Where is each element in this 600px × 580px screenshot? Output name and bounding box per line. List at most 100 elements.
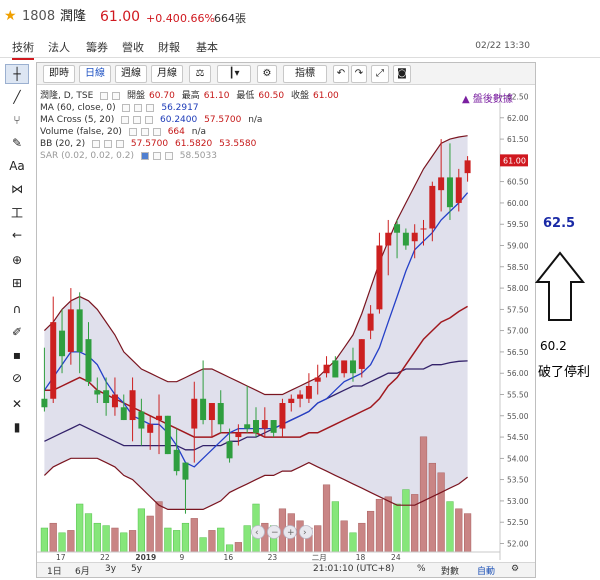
candle-body — [455, 177, 462, 203]
period-monthly[interactable]: 月線 — [151, 65, 183, 83]
period-weekly[interactable]: 週線 — [115, 65, 147, 83]
fullscreen-icon[interactable]: ⤢ — [371, 65, 389, 83]
volume-bar — [428, 462, 436, 553]
volume-close[interactable] — [152, 127, 161, 136]
legend-settings[interactable] — [112, 91, 121, 100]
sar-toggle-icon[interactable] — [140, 151, 149, 160]
camera-icon[interactable]: ◙ — [393, 65, 411, 83]
ma-cross-close[interactable] — [145, 115, 154, 124]
stock-name: 潤隆 — [60, 9, 87, 24]
bb-close[interactable] — [116, 139, 125, 148]
y-tick-label: 54.50 — [507, 433, 529, 442]
y-tick-label: 56.00 — [507, 369, 529, 378]
tab-basic[interactable]: 基本 — [196, 41, 218, 54]
scale-icon[interactable]: ⚖ — [189, 65, 211, 83]
close-label: 收盤 — [291, 91, 310, 101]
auto-toggle[interactable]: 自動 — [477, 567, 496, 577]
volume-bar — [208, 530, 216, 553]
section-tabs: 技術 法人 籌券 營收 財報 基本 02/22 13:30 — [0, 36, 600, 60]
tab-institutional[interactable]: 法人 — [48, 41, 70, 54]
star-icon[interactable]: ★ — [4, 8, 17, 24]
range-6m[interactable]: 6月 — [75, 567, 90, 577]
candle-body — [120, 407, 127, 421]
period-daily[interactable]: 日線 — [79, 65, 111, 83]
volume-bar — [49, 522, 57, 553]
log-toggle[interactable]: 對數 — [441, 567, 460, 577]
ma-settings[interactable] — [134, 103, 143, 112]
volume-bar — [455, 508, 463, 553]
redo-icon[interactable]: ↷ — [351, 65, 367, 83]
y-tick-label: 52.00 — [507, 539, 529, 548]
candle-body — [429, 185, 436, 229]
volume-bar — [234, 542, 242, 553]
tab-technical[interactable]: 技術 — [12, 39, 34, 60]
candle-body — [208, 403, 215, 421]
brush-icon[interactable]: ✎ — [11, 136, 23, 150]
range-1d[interactable]: 1日 — [47, 567, 62, 577]
open-label: 開盤 — [127, 91, 146, 101]
chart-frame — [36, 62, 536, 578]
last-price-label: 61.00 — [503, 156, 526, 165]
sar-settings[interactable] — [152, 151, 161, 160]
indicator-button[interactable]: 指標 — [283, 65, 327, 83]
ma-cross-v1: 60.2400 — [160, 115, 198, 125]
after-hours-data-link[interactable]: ▲ 盤後數據 — [462, 94, 513, 105]
text-tool-icon[interactable]: Aa — [9, 159, 25, 173]
sar-label: SAR (0.02, 0.02, 0.2) — [40, 151, 135, 161]
ma-close[interactable] — [146, 103, 155, 112]
measure-icon[interactable]: ⊞ — [11, 276, 23, 290]
tab-revenue[interactable]: 營收 — [122, 41, 144, 54]
scale-settings-icon[interactable]: ⚙ — [511, 564, 520, 574]
eye-hide-icon[interactable]: ⊘ — [11, 371, 23, 385]
volume-bar — [120, 532, 128, 553]
arrow-left-icon[interactable]: ← — [11, 228, 23, 242]
magnet-icon[interactable]: ∩ — [12, 302, 22, 316]
percent-toggle[interactable]: % — [417, 564, 426, 574]
trend-line-icon[interactable]: ╱ — [13, 90, 21, 104]
candle-body — [420, 228, 427, 230]
range-3y[interactable]: 3y — [105, 564, 117, 574]
pattern-icon[interactable]: ⋈ — [11, 182, 23, 196]
fork-icon[interactable]: ⑂ — [13, 113, 21, 127]
range-5y[interactable]: 5y — [131, 564, 143, 574]
fib-icon[interactable]: 工 — [10, 205, 23, 220]
volume-bar — [375, 498, 384, 553]
tab-margin[interactable]: 籌券 — [86, 41, 108, 54]
tab-financials[interactable]: 財報 — [158, 41, 180, 54]
candle-body — [261, 420, 268, 429]
period-realtime[interactable]: 即時 — [43, 65, 75, 83]
legend-main: 潤隆, D, TSE 開盤 60.70 最高 61.10 最低 60.50 收盤 61.… — [40, 90, 500, 102]
ma-label: MA (60, close, 0) — [40, 103, 116, 113]
volume-bar — [446, 501, 454, 553]
legend-title: 潤隆, D, TSE — [40, 91, 94, 101]
volume-toggle[interactable] — [128, 127, 137, 136]
nav-glyph: › — [303, 528, 307, 538]
chart-toolbar: 即時 日線 週線 月線 ⚖ ┃▾ ⚙ 指標 ↶ ↷ ⤢ ◙ — [37, 63, 535, 85]
x-tick-label: 16 — [224, 553, 234, 562]
lock-icon[interactable]: ▪ — [12, 348, 22, 362]
undo-icon[interactable]: ↶ — [333, 65, 349, 83]
ma-cross-settings[interactable] — [133, 115, 142, 124]
crosshair-icon[interactable]: ┼ — [5, 64, 29, 84]
volume-settings[interactable] — [140, 127, 149, 136]
volume-bar — [331, 501, 339, 553]
bb-toggle[interactable] — [92, 139, 101, 148]
trash-icon[interactable]: ▮ — [13, 420, 21, 434]
pencil-lock-icon[interactable]: ✐ — [11, 325, 23, 339]
bb-settings[interactable] — [104, 139, 113, 148]
settings-gear-icon[interactable]: ⚙ — [257, 65, 277, 83]
tools-icon[interactable]: ✕ — [11, 397, 23, 411]
ma-value: 56.2917 — [161, 103, 199, 113]
ma-cross-toggle[interactable] — [121, 115, 130, 124]
ma-toggle[interactable] — [122, 103, 131, 112]
zoom-icon[interactable]: ⊕ — [11, 253, 23, 267]
sar-close[interactable] — [164, 151, 173, 160]
x-tick-label: 22 — [100, 553, 110, 562]
legend-ma: MA (60, close, 0) 56.2917 — [40, 102, 500, 114]
y-tick-label: 58.00 — [507, 284, 529, 293]
candle-type-icon[interactable]: ┃▾ — [217, 65, 251, 83]
legend-toggle[interactable] — [100, 91, 109, 100]
indicator-legend: 潤隆, D, TSE 開盤 60.70 最高 61.10 最低 60.50 收盤 61.… — [40, 90, 500, 162]
nav-glyph: + — [287, 528, 295, 538]
